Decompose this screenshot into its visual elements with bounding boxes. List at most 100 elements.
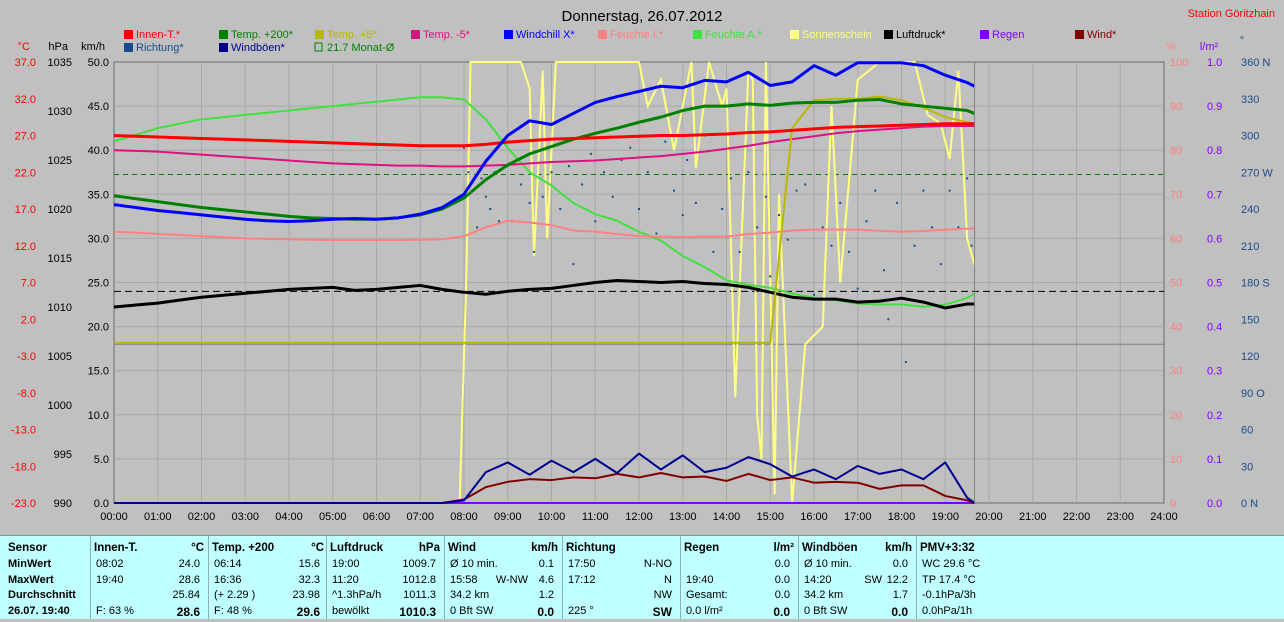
legend-swatch [411,30,420,39]
time-tick-label: 19:00 [931,511,959,523]
stats-cell-time: 08:02 [96,558,124,570]
legend-swatch [219,30,228,39]
stats-column-title: Regen [684,542,720,554]
direction-point [646,171,649,174]
direction-point [589,152,592,155]
series-line [113,279,975,310]
stats-column-header: Richtung [566,542,676,558]
direction-tick-label: 0 N [1241,498,1258,510]
direction-tick-label: 60 [1241,425,1253,437]
direction-point [528,201,531,204]
axis-unit-labels: °C hPa km/h% l/m² ° [18,35,1245,53]
direction-point [830,244,833,247]
legend-swatch [884,30,893,39]
series-line [114,95,975,344]
time-tick-label: 02:00 [188,511,216,523]
pressure-tick-label: 1010 [48,302,72,314]
humidity-tick-label: 50 [1170,278,1182,290]
time-tick-label: 16:00 [800,511,828,523]
temp-tick-label: 2.0 [21,314,36,326]
stats-cell-value: NW [653,589,672,601]
direction-point [804,183,807,186]
unit-temp: °C [18,41,30,53]
humidity-tick-label: 100 [1170,57,1188,69]
stats-cell-row: (+ 2.29 ) 23.98 [212,589,324,605]
series-line [113,97,976,221]
wind-tick-label: 20.0 [88,322,109,334]
stats-cell-value: 1010.3 [399,604,436,619]
stats-separator [916,536,917,619]
direction-tick-label: 90 O [1241,388,1265,400]
pressure-tick-label: 1005 [48,351,72,363]
direction-point [839,201,842,204]
stats-cell-row: 25.84 [94,589,204,605]
stats-column-title: PMV+3:32 [920,542,975,554]
direction-point [865,220,868,223]
stats-column-header: Innen-T. °C [94,542,204,558]
legend-label: Innen-T.* [136,29,181,41]
direction-point [568,165,570,168]
stats-cell-value: 0.1 [538,558,554,570]
stats-column: Wind km/h Ø 10 min. 0.1 15:58 W-NW 4.6 34.2 km 1… [448,542,558,622]
time-tick-label: 12:00 [625,511,653,523]
temp-tick-label: -3.0 [17,351,36,363]
stats-cell-time: 0.0 l/m² [686,604,723,617]
stats-cell-time: 11:20 [332,573,359,586]
time-tick-label: 23:00 [1106,511,1134,523]
time-tick-label: 06:00 [363,511,391,523]
humidity-tick-label: 80 [1170,145,1182,157]
humidity-tick-label: 10 [1170,454,1182,466]
stats-cell-time: F: 48 % [214,604,252,617]
legend-label: Feuchte I.* [610,29,664,41]
direction-point [664,140,667,143]
time-tick-label: 00:00 [100,511,128,523]
stats-cell-time: 0 Bft SW [804,604,848,617]
direction-point [813,293,815,296]
humidity-tick-label: 90 [1170,101,1182,113]
rain-tick-label: 0.7 [1207,189,1222,201]
humidity-tick-label: 60 [1170,233,1182,245]
legend-label: Temp. -5* [423,29,471,41]
stats-cell-value: 0.0 [774,558,790,570]
wind-tick-label: 25.0 [88,278,109,290]
stats-cell-value: 0.0 [892,558,908,570]
stats-cell-row: 06:14 15.6 [212,558,324,574]
chart-title: Donnerstag, 26.07.2012 [562,8,723,25]
stats-separator [798,536,799,619]
time-tick-label: 17:00 [844,511,872,523]
rain-tick-label: 0.6 [1207,233,1222,245]
time-tick-label: 24:00 [1150,511,1178,523]
legend-swatch [219,43,228,52]
stats-cell-row: 17:50 N-NO [566,558,676,574]
stats-cell-row: 19:40 0.0 [684,574,794,590]
stats-cell-value: 28.6 [178,573,200,586]
direction-point [764,195,767,198]
stats-cell-row: F: 63 % 28.6 [94,605,204,621]
stats-column-header: Wind km/h [448,542,558,558]
stats-label-avg: Durchschnitt [8,589,76,601]
stats-cell-value: 0.0 [773,604,790,619]
stats-cell-row: TP 17.4 °C [920,574,1030,590]
stats-cell-row: ^1.3hPa/h 1011.3 [330,589,440,605]
stats-cell-time: 16:36 [214,573,242,586]
direction-point [686,159,689,161]
temp-tick-label: 22.0 [15,167,36,179]
series-line [113,61,976,223]
time-tick-label: 22:00 [1063,511,1091,523]
wind-tick-label: 30.0 [88,233,109,245]
stats-column-title: Windböen [802,542,858,554]
direction-point [970,244,973,247]
stats-cell-value: 1.2 [538,589,554,601]
stats-cell-time: 19:40 [96,573,124,586]
legend-label: Sonnenschein [802,29,872,41]
stats-cell-value: 0.0 [774,589,790,601]
wind-tick-label: 0.0 [94,498,109,510]
direction-point [931,226,934,229]
stats-column: Temp. +200 °C 06:14 15.6 16:36 32.3 (+ 2.29 ) 2… [212,542,324,622]
stats-separator [90,536,91,619]
unit-rain: l/m² [1200,41,1219,53]
weather-chart: Donnerstag, 26.07.2012 Station Göritzhai… [10,8,1275,523]
direction-point [756,226,759,229]
time-tick-label: 01:00 [144,511,172,523]
stats-cell-row: 14:20 SW 12.2 [802,574,912,590]
